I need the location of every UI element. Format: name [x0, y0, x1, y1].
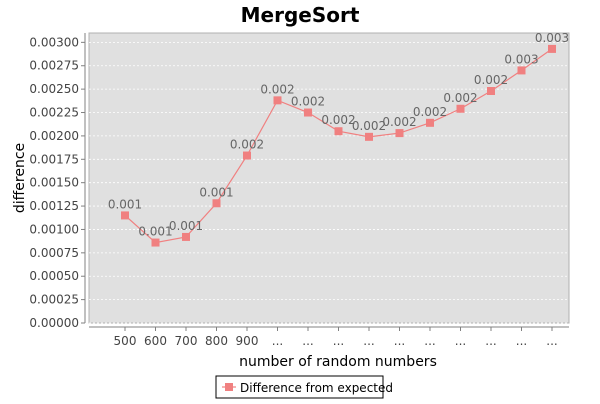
- x-tick-label: ...: [394, 334, 405, 348]
- data-point: [395, 129, 404, 138]
- data-point: [151, 238, 160, 247]
- data-point: [548, 44, 556, 53]
- y-tick-label: 0.00175: [29, 152, 79, 166]
- data-point: [243, 151, 251, 160]
- data-point: [334, 127, 343, 136]
- y-tick-label: 0.00300: [29, 35, 79, 49]
- y-tick-label: 0.00100: [29, 222, 79, 236]
- y-tick-label: 0.00150: [29, 176, 79, 190]
- x-axis: 500 600 700 800 900.........................…: [89, 326, 569, 348]
- data-label: 0.001: [169, 219, 203, 233]
- legend-label: Difference from expected: [240, 381, 393, 395]
- data-label: 0.002: [413, 105, 447, 119]
- data-label: 0.001: [199, 185, 233, 199]
- x-tick-label: 600: [144, 334, 167, 348]
- data-label: 0.002: [474, 73, 508, 87]
- data-point: [426, 118, 434, 127]
- y-gridlines: [89, 41, 569, 324]
- legend: Difference from expected: [215, 375, 393, 399]
- data-point: [487, 87, 495, 95]
- y-tick-label: 0.00200: [29, 129, 79, 143]
- data-label: 0.003: [535, 31, 569, 45]
- data-label: 0.001: [108, 197, 142, 211]
- data-point: [456, 104, 465, 113]
- x-tick-label: ...: [455, 334, 466, 348]
- x-tick-label: ...: [363, 334, 374, 348]
- x-tick-label: 500: [114, 334, 137, 348]
- chart-title: MergeSort: [241, 3, 360, 27]
- x-tick-label: ...: [302, 334, 313, 348]
- y-tick-label: 0.00125: [29, 199, 79, 213]
- data-label: 0.002: [382, 115, 416, 129]
- x-tick-label: ...: [424, 334, 435, 348]
- x-tick-label: 700: [175, 334, 198, 348]
- x-axis-label: number of random numbers: [239, 354, 437, 370]
- y-tick-label: 0.00225: [29, 106, 79, 120]
- data-label: 0.002: [321, 113, 355, 127]
- data-label: 0.001: [138, 225, 172, 239]
- data-point: [517, 66, 526, 75]
- y-tick-label: 0.00000: [29, 316, 79, 330]
- x-tick-label: ...: [546, 334, 557, 348]
- data-point: [182, 232, 190, 241]
- y-tick-label: 0.00075: [29, 246, 79, 260]
- data-point: [121, 211, 129, 220]
- y-tick-label: 0.00275: [29, 59, 79, 73]
- data-label: 0.003: [504, 52, 538, 66]
- data-label: 0.002: [260, 82, 294, 96]
- data-label: 0.002: [352, 119, 386, 133]
- data-label: 0.002: [443, 91, 477, 105]
- data-label: 0.002: [230, 138, 264, 152]
- x-tick-label: ...: [333, 334, 344, 348]
- y-tick-label: 0.00250: [29, 82, 79, 96]
- data-point: [365, 132, 373, 141]
- data-point: [304, 108, 312, 117]
- y-axis-label: difference: [12, 143, 28, 213]
- x-tick-label: 900: [236, 334, 259, 348]
- x-tick-label: 800: [205, 334, 228, 348]
- plot-area: [88, 32, 570, 324]
- legend-marker: [225, 383, 233, 391]
- data-label: 0.002: [291, 95, 325, 109]
- y-axis: 0.00000 0.00025 0.00050 0.00075 0.00100 0.001…: [29, 33, 86, 330]
- x-tick-label: ...: [485, 334, 496, 348]
- series-layer: 0.0010.0010.0010.0010.0020.0020.0020.002…: [108, 31, 569, 247]
- data-point: [212, 199, 221, 208]
- legend-box: [215, 375, 384, 399]
- y-tick-label: 0.00050: [29, 269, 79, 283]
- data-point: [273, 96, 282, 105]
- y-tick-label: 0.00025: [29, 293, 79, 307]
- x-tick-label: ...: [516, 334, 527, 348]
- x-tick-label: ...: [272, 334, 283, 348]
